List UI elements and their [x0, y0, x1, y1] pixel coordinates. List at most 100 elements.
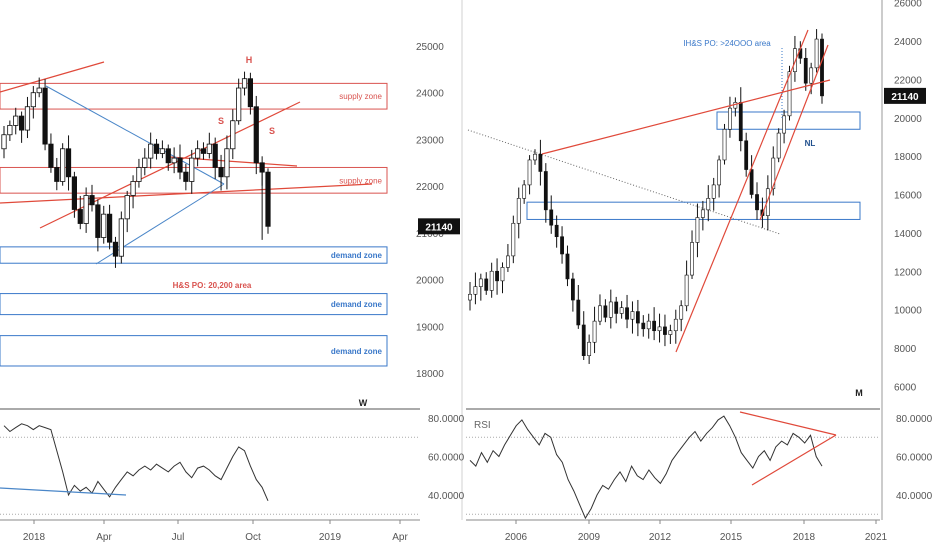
candle-body: [787, 71, 792, 117]
candle-body: [506, 255, 510, 268]
trendline: [0, 183, 373, 204]
candle-body: [706, 198, 711, 211]
candle-body: [48, 143, 54, 168]
candle-body: [7, 125, 13, 136]
x-tick-label: Oct: [245, 532, 261, 543]
candle-body: [641, 322, 646, 330]
candle-body: [619, 307, 624, 314]
annotation-label: S: [218, 116, 224, 126]
demand-zone-box: [526, 201, 861, 220]
candle-body: [183, 171, 189, 182]
demand-zone-box: [0, 293, 388, 316]
candle-body: [165, 148, 171, 164]
candle-body: [101, 213, 107, 238]
candle-body: [538, 153, 543, 172]
candle-body: [511, 222, 516, 257]
candle-body: [646, 320, 651, 330]
candle-body: [484, 278, 489, 291]
candle-body: [717, 159, 722, 186]
candle-body: [711, 184, 716, 199]
candle-body: [236, 87, 242, 122]
candle-body: [224, 148, 230, 178]
candle-body: [630, 311, 635, 320]
candle-body: [136, 167, 142, 182]
candle-body: [603, 305, 608, 318]
candle-body: [500, 267, 505, 282]
candle-body: [18, 115, 25, 131]
candle-body: [765, 188, 770, 216]
candle-body: [673, 318, 678, 332]
candle-body: [200, 148, 207, 154]
y-tick-label: 24000: [894, 37, 922, 48]
candle-body: [36, 87, 42, 94]
y-tick-label: 21000: [416, 229, 444, 240]
timeframe-label: W: [359, 398, 368, 408]
candle-body: [803, 57, 808, 84]
y-tick-label: 10000: [894, 306, 922, 317]
x-tick-label: 2006: [505, 532, 528, 543]
candle-body: [695, 217, 700, 243]
candle-body: [592, 320, 597, 343]
annotation-label: NL: [805, 139, 816, 148]
candle-body: [241, 78, 248, 89]
rsi-trendline: [751, 434, 837, 486]
demand-zone-label: demand zone: [331, 300, 383, 309]
rsi-trendline: [0, 487, 127, 496]
candle-body: [782, 115, 786, 134]
price-badge-label: 21140: [425, 222, 453, 233]
y-tick-label: 8000: [894, 344, 917, 355]
candle-body: [65, 148, 72, 178]
candle-body: [820, 38, 824, 97]
candle-body: [42, 87, 48, 145]
candle-body: [230, 120, 236, 150]
candle-body: [124, 195, 130, 220]
candle-body: [194, 148, 201, 159]
y-tick-label: 25000: [416, 42, 444, 53]
candle-body: [771, 157, 776, 190]
annotation-label: H&S PO: 20,200 area: [173, 281, 252, 290]
candle-body: [565, 253, 570, 280]
candle-body: [809, 67, 814, 84]
candle-body: [171, 157, 177, 164]
candle-body: [608, 301, 613, 318]
candle-body: [189, 157, 195, 182]
candle-body: [625, 307, 629, 320]
candle-body: [473, 286, 478, 295]
candle-body: [733, 102, 738, 109]
supply-zone-label: supply zone: [339, 92, 382, 101]
candle-body: [657, 326, 662, 332]
candle-body: [130, 181, 136, 196]
trendline: [541, 79, 831, 155]
trendline: [675, 29, 809, 353]
trendline: [759, 44, 829, 221]
candle-body: [690, 242, 694, 276]
candle-body: [793, 48, 797, 72]
supply-zone-box: [0, 82, 388, 110]
x-tick-label: 2009: [578, 532, 601, 543]
candle-body: [247, 78, 253, 108]
rsi-tick-label: 40.0000: [428, 491, 465, 502]
candle-body: [554, 224, 559, 238]
demand-zone-box: [0, 246, 388, 264]
demand-zone-box: [0, 335, 388, 367]
candle-body: [652, 320, 657, 332]
annotation-label: S: [269, 126, 275, 136]
y-tick-label: 6000: [894, 382, 917, 393]
trendline: [0, 61, 105, 93]
rsi-tick-label: 80.0000: [896, 414, 932, 425]
candle-body: [265, 171, 271, 227]
candle-body: [516, 198, 521, 224]
y-tick-label: 22000: [416, 182, 444, 193]
candle-body: [576, 299, 581, 326]
y-tick-label: 18000: [894, 152, 922, 163]
candle-body: [30, 92, 36, 108]
rsi-trendline: [739, 411, 837, 436]
x-tick-label: 2015: [720, 532, 743, 543]
candle-body: [722, 128, 727, 161]
candle-body: [663, 326, 667, 335]
y-tick-label: 20000: [416, 276, 444, 287]
candle-body: [527, 159, 532, 186]
candle-body: [24, 106, 31, 131]
y-tick-label: 22000: [894, 75, 922, 86]
candle-body: [755, 194, 759, 211]
